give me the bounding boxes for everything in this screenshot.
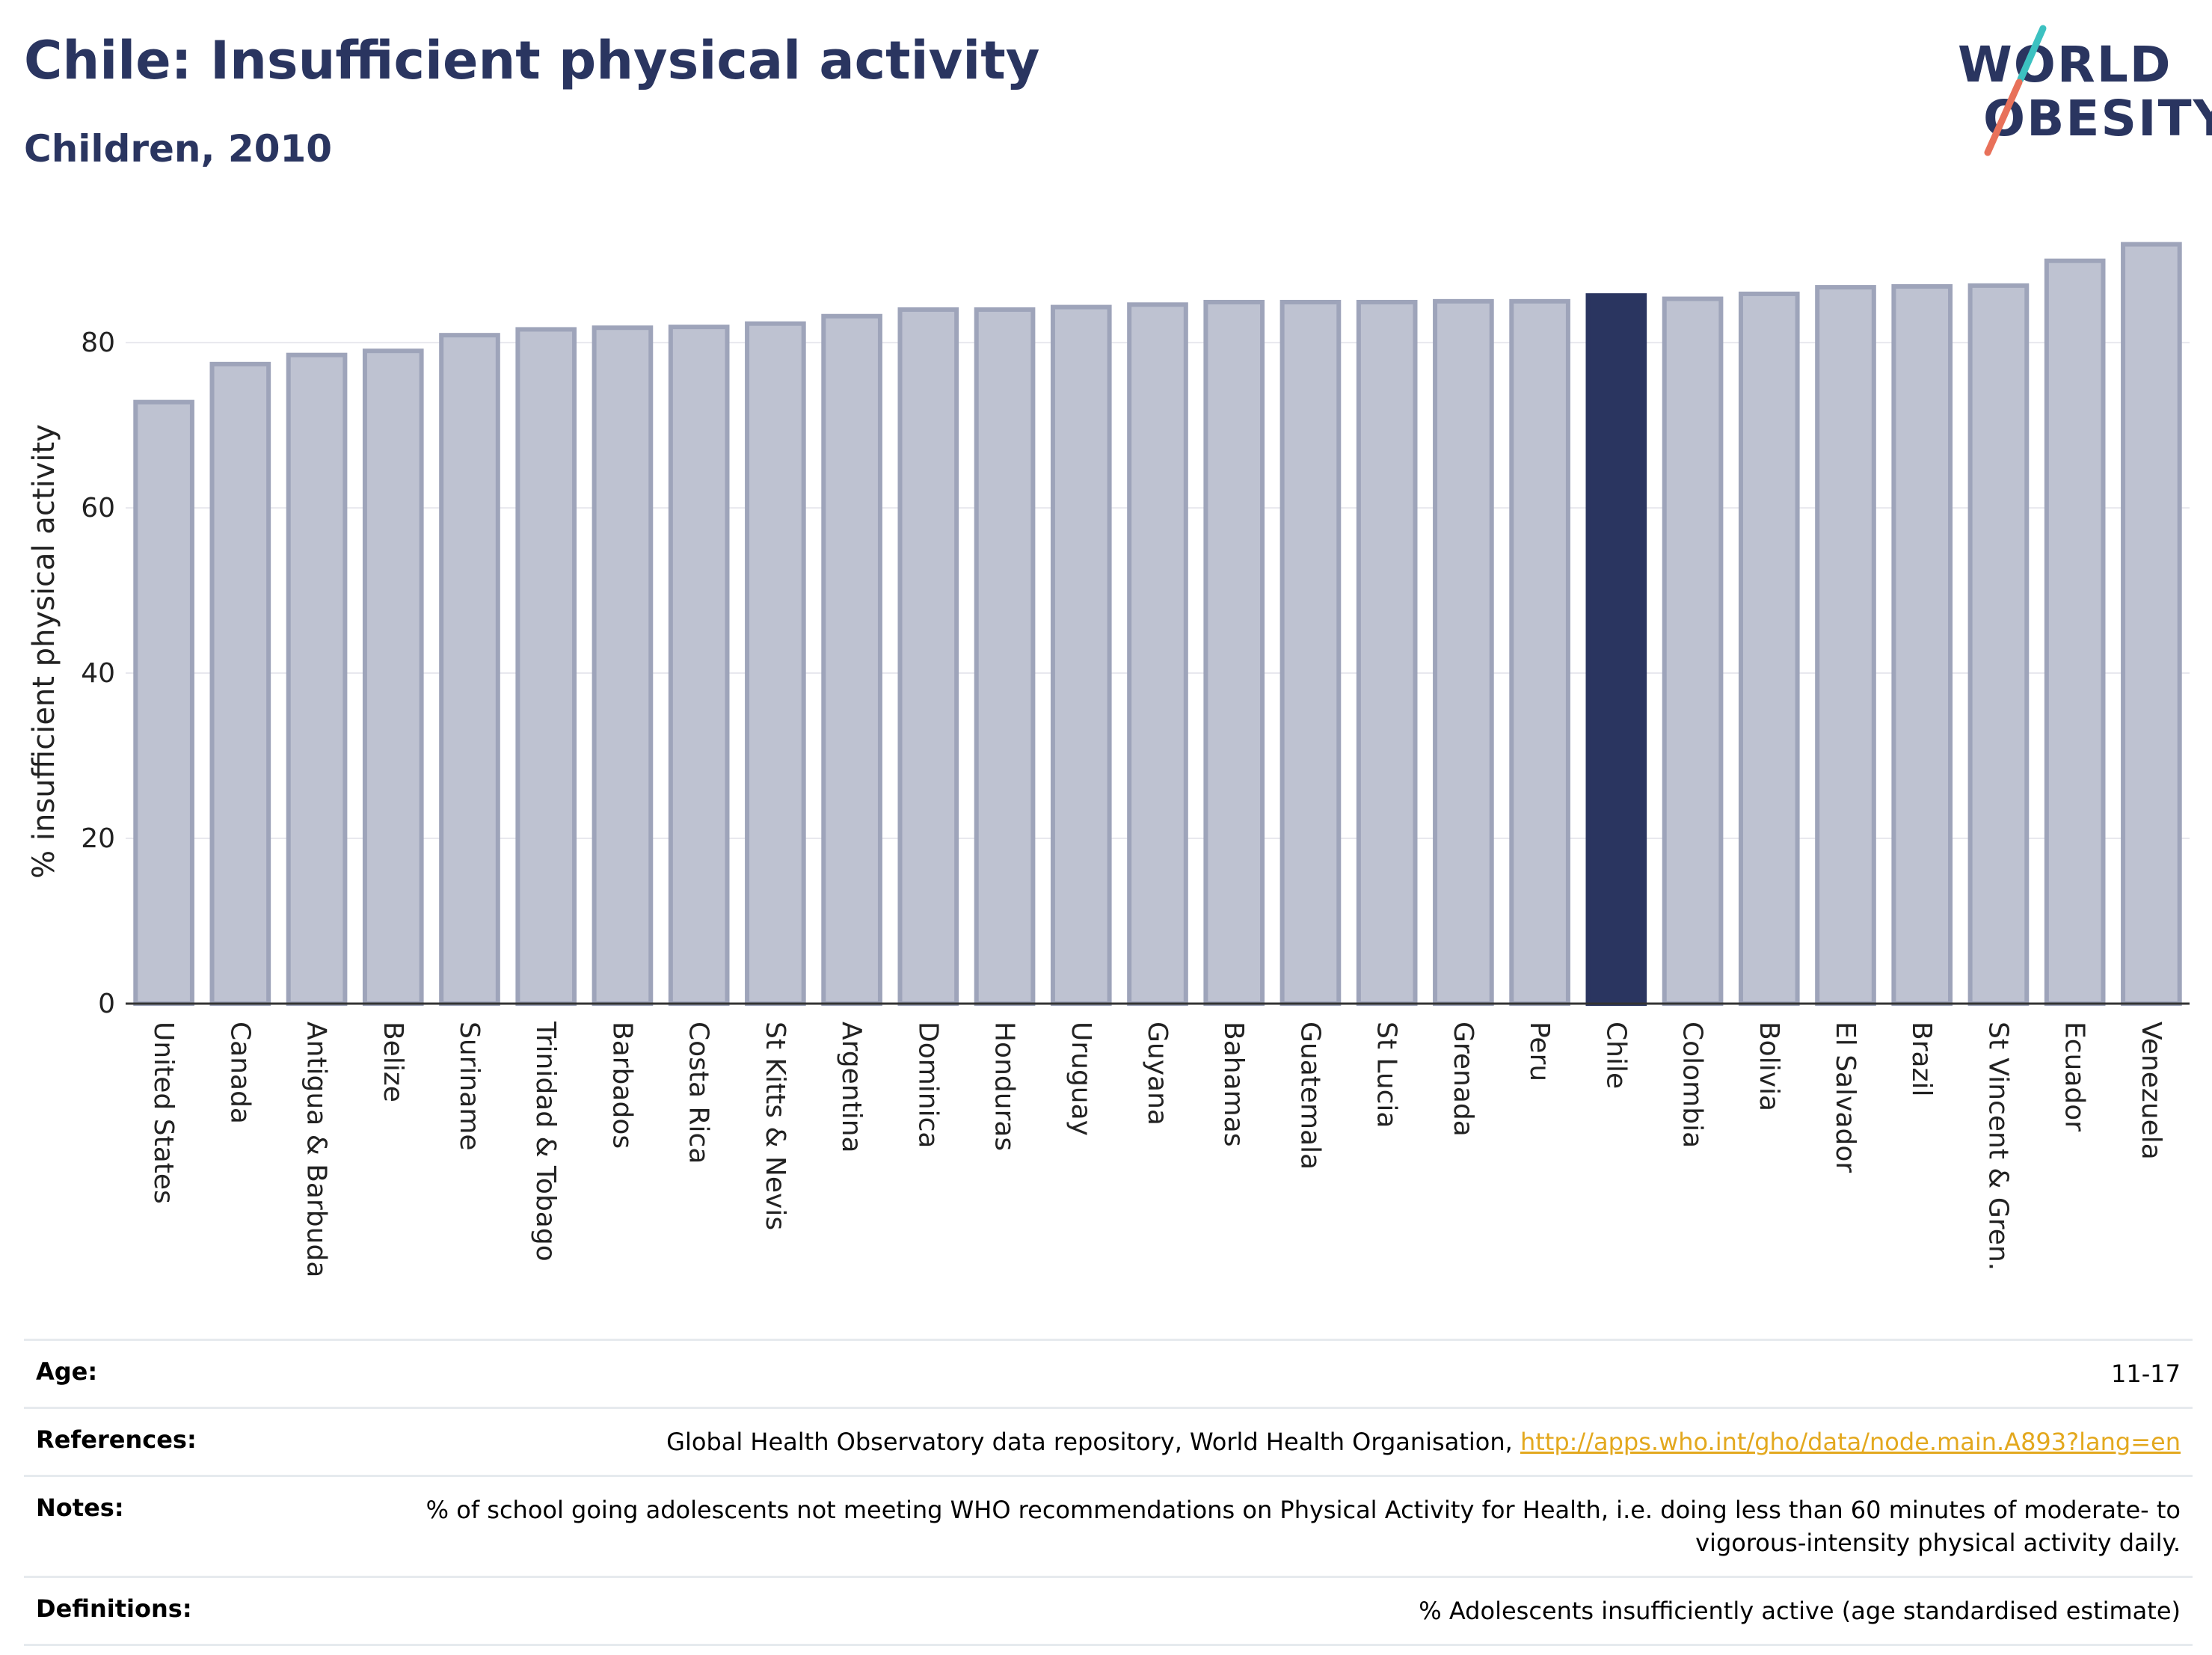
logo-line-1: WORLD	[1958, 36, 2172, 93]
info-row-age: Age: 11-17	[24, 1339, 2193, 1408]
y-axis-ticks: 0 20 40 60 80	[81, 328, 115, 1019]
x-tick-label: St Kitts & Nevis	[760, 1022, 790, 1230]
y-tick-label: 20	[81, 823, 115, 854]
x-tick-label: Barbados	[606, 1022, 637, 1149]
bar	[515, 327, 577, 1006]
logo-line-2: OBESITY	[1983, 90, 2212, 147]
info-value: 11-17	[302, 1339, 2193, 1408]
info-value: % of school going adolescents not meetin…	[302, 1475, 2193, 1577]
bar	[668, 325, 730, 1006]
x-tick-label: Chile	[1600, 1022, 1631, 1089]
bar	[1433, 298, 1494, 1006]
x-tick-label: Venezuela	[2136, 1022, 2166, 1160]
x-tick-label: Belize	[378, 1022, 408, 1102]
x-tick-label: Bahamas	[1218, 1022, 1249, 1147]
y-tick-label: 40	[81, 658, 115, 689]
bar	[1050, 304, 1112, 1006]
bar-highlighted	[1585, 293, 1647, 1006]
x-tick-label: Argentina	[836, 1022, 867, 1153]
info-key: Notes:	[24, 1475, 302, 1577]
info-key: Age:	[24, 1339, 302, 1408]
info-key: References:	[24, 1407, 302, 1476]
bar	[1967, 283, 2030, 1006]
page-title: Chile: Insufficient physical activity	[24, 30, 1040, 91]
world-obesity-logo: WORLD OBESITY	[1944, 21, 2212, 171]
y-tick-label: 0	[98, 989, 115, 1019]
bar	[1891, 283, 1953, 1006]
bar	[133, 399, 194, 1006]
page-subtitle: Children, 2010	[24, 127, 333, 171]
bar	[1509, 298, 1570, 1006]
x-tick-label: Colombia	[1677, 1022, 1708, 1148]
x-tick-label: Peru	[1524, 1022, 1555, 1081]
x-tick-label: El Salvador	[1830, 1022, 1861, 1173]
x-tick-label: Trinidad & Tobago	[530, 1021, 561, 1262]
bar	[1738, 291, 1800, 1006]
bar	[286, 352, 348, 1006]
bar	[897, 307, 959, 1006]
reference-link[interactable]: http://apps.who.int/gho/data/node.main.A…	[1520, 1428, 2181, 1456]
bar	[2121, 242, 2182, 1006]
x-tick-label: St Vincent & Gren.	[1982, 1022, 2013, 1271]
x-tick-label: Dominica	[912, 1022, 943, 1149]
info-value: Global Health Observatory data repositor…	[666, 1428, 1520, 1456]
x-tick-label: Uruguay	[1066, 1022, 1096, 1136]
x-tick-label: Suriname	[454, 1022, 485, 1151]
x-tick-label: Bolivia	[1754, 1022, 1784, 1111]
x-tick-label: Antigua & Barbuda	[301, 1022, 332, 1277]
info-row-definitions: Definitions: % Adolescents insufficientl…	[24, 1576, 2193, 1646]
bar	[974, 307, 1036, 1006]
x-axis-tick-labels: United States Canada Antigua & Barbuda Beli…	[148, 1021, 2166, 1277]
x-tick-label: Guatemala	[1294, 1022, 1325, 1170]
x-tick-label: Honduras	[989, 1022, 1020, 1151]
bar	[821, 313, 882, 1006]
info-key: Definitions:	[24, 1576, 302, 1646]
x-tick-label: Canada	[224, 1022, 255, 1124]
bar	[745, 321, 806, 1006]
info-value: % Adolescents insufficiently active (age…	[302, 1576, 2193, 1646]
bar	[1662, 296, 1724, 1006]
bar	[2044, 258, 2106, 1006]
x-tick-label: St Lucia	[1371, 1022, 1402, 1129]
bar	[1815, 285, 1876, 1006]
y-axis-label: % insufficient physical activity	[27, 424, 61, 879]
bar	[1279, 299, 1342, 1006]
bar	[362, 348, 424, 1007]
chart-bars	[133, 242, 2182, 1007]
logo-slash-icon	[1984, 25, 2047, 156]
x-tick-label: Costa Rica	[683, 1022, 714, 1164]
bar	[592, 325, 654, 1007]
bar	[1356, 299, 1418, 1006]
bar	[209, 361, 271, 1006]
bar	[1203, 299, 1265, 1006]
y-tick-label: 60	[81, 493, 115, 523]
x-tick-label: Grenada	[1448, 1022, 1478, 1137]
bar	[439, 333, 500, 1007]
bar	[1127, 302, 1188, 1007]
info-row-notes: Notes: % of school going adolescents not…	[24, 1475, 2193, 1577]
info-table: Age: 11-17 References: Global Health Obs…	[24, 1339, 2193, 1646]
x-tick-label: United States	[148, 1022, 179, 1204]
x-tick-label: Ecuador	[2059, 1022, 2090, 1132]
x-tick-label: Brazil	[1906, 1022, 1937, 1096]
info-row-references: References: Global Health Observatory da…	[24, 1407, 2193, 1476]
bar-chart: 0 20 40 60 80 United States Canada Antigua & B…	[27, 242, 2190, 1277]
y-tick-label: 80	[81, 328, 115, 358]
x-tick-label: Guyana	[1142, 1022, 1173, 1126]
